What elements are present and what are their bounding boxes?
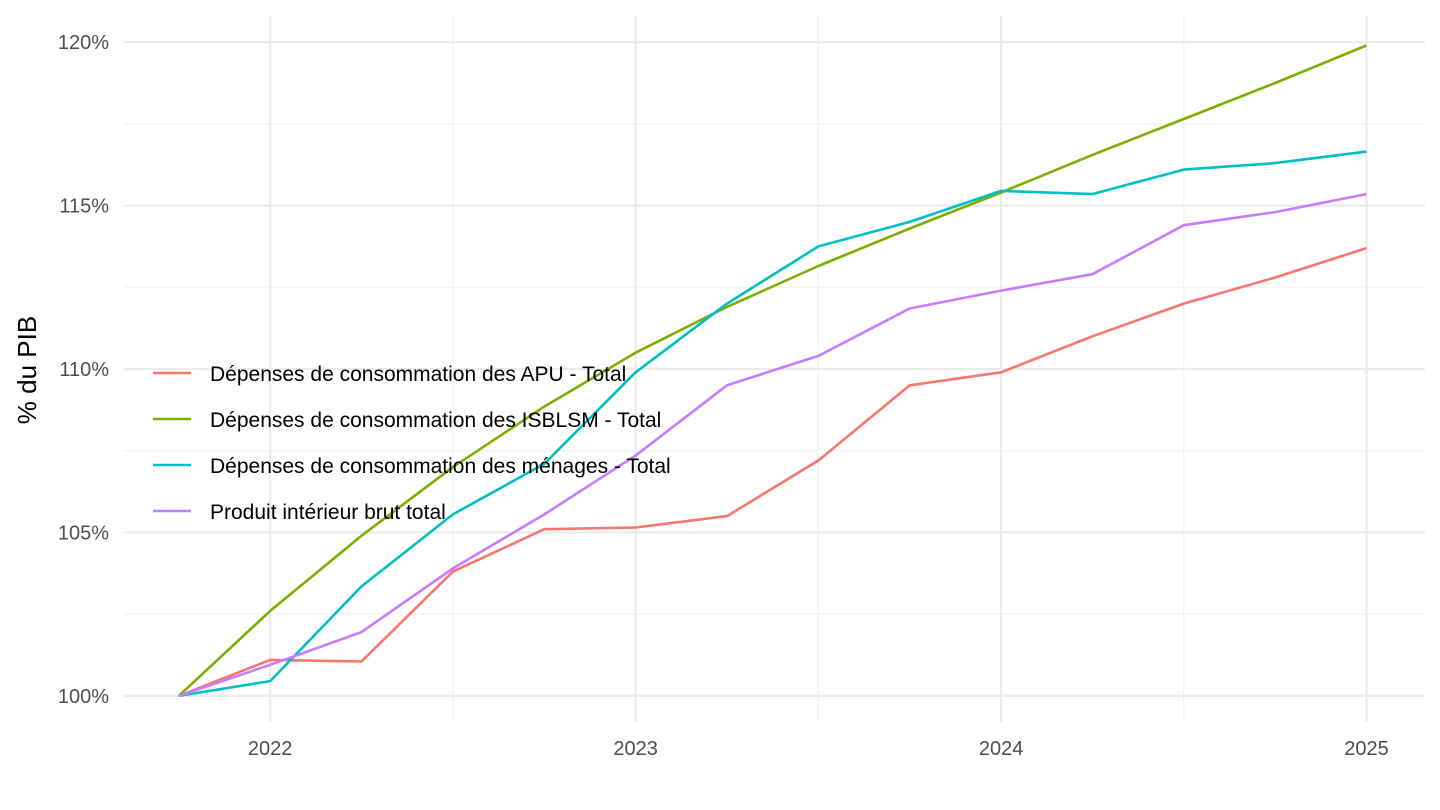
y-tick-label: 120%	[58, 32, 109, 54]
legend-label-2: Dépenses de consommation des ISBLSM - To…	[210, 409, 661, 432]
x-tick-label: 2025	[1344, 738, 1389, 760]
series-line-4	[178, 192, 1367, 698]
grid	[124, 16, 1425, 722]
y-tick-label: 115%	[59, 196, 109, 218]
series-line-3	[178, 150, 1367, 698]
x-tick-label: 2022	[248, 738, 293, 760]
legend-label-3: Dépenses de consommation des ménages - T…	[210, 455, 671, 478]
y-tick-label: 110%	[59, 359, 109, 381]
y-tick-label: 105%	[58, 522, 109, 544]
axes: % du PIB 100% 105% 110% 115% 120% 2022 2023 202…	[12, 32, 1389, 760]
x-tick-label: 2023	[613, 738, 658, 760]
x-tick-label: 2024	[979, 738, 1024, 760]
series-line-1	[178, 246, 1367, 698]
legend-label-4: Produit intérieur brut total	[210, 501, 446, 524]
y-axis-title: % du PIB	[12, 316, 42, 424]
legend-label-1: Dépenses de consommation des APU - Total	[210, 363, 626, 386]
y-tick-label: 100%	[58, 686, 109, 708]
legend: Dépenses de consommation des APU - Total…	[153, 363, 671, 524]
series-lines	[177, 44, 1367, 698]
series-line-2	[177, 44, 1367, 697]
